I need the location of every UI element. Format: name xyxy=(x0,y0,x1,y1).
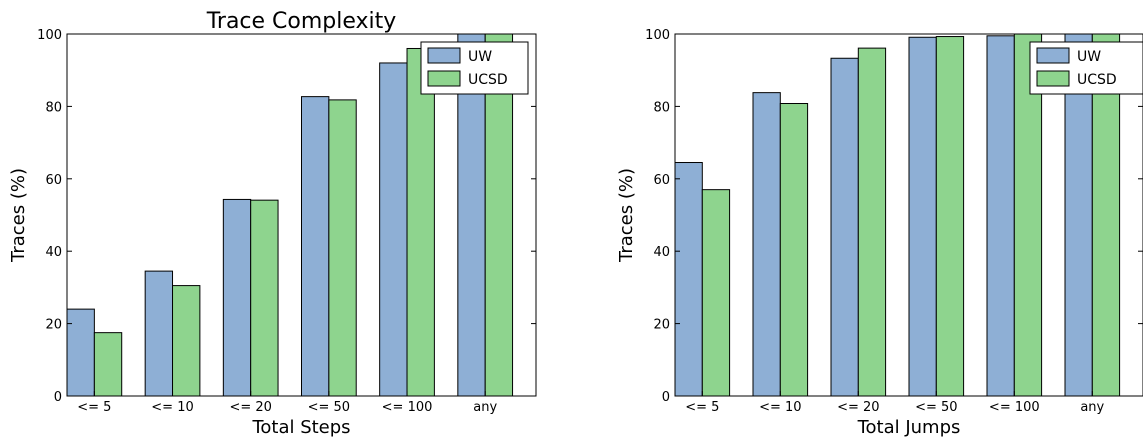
x-axis-label: Total Jumps xyxy=(857,417,961,438)
legend: UW UCSD xyxy=(420,41,529,95)
x-tick-label: <= 100 xyxy=(989,400,1040,415)
bar-uw-5 xyxy=(986,35,1015,396)
bar-uw-2 xyxy=(144,270,174,396)
bar-ucsd-3 xyxy=(857,47,887,396)
chart-panel-2: 0 20 40 60 80 100 <= 5 <= 10 <= 20 <= 50 <= 100 any… xyxy=(616,28,1143,438)
y-tick-label: 0 xyxy=(54,390,62,405)
bars-group xyxy=(675,34,1121,396)
bar-ucsd-4 xyxy=(328,99,357,396)
bar-ucsd-1 xyxy=(93,332,123,396)
x-tick-label: <= 5 xyxy=(685,400,719,415)
y-tick-label: 60 xyxy=(45,173,62,188)
x-tick-label: <= 20 xyxy=(229,400,271,415)
legend-label-ucsd: UCSD xyxy=(1077,72,1117,88)
bar-uw-1 xyxy=(675,162,703,396)
x-tick-label: <= 100 xyxy=(382,400,433,415)
bar-uw-2 xyxy=(752,92,781,396)
y-tick-label: 100 xyxy=(37,28,62,43)
y-tick-label: 60 xyxy=(653,173,670,188)
x-tick-label: <= 20 xyxy=(837,400,879,415)
y-axis-label: Traces (%) xyxy=(8,168,29,263)
bar-uw-4 xyxy=(301,96,330,396)
legend: UW UCSD xyxy=(1029,41,1143,95)
y-axis-label: Traces (%) xyxy=(616,168,637,263)
bar-ucsd-5 xyxy=(406,47,435,396)
legend-swatch-uw xyxy=(427,47,461,64)
bar-uw-1 xyxy=(67,308,95,396)
legend-label-uw: UW xyxy=(1077,49,1101,65)
x-tick-label: <= 10 xyxy=(151,400,193,415)
bar-uw-5 xyxy=(379,62,408,396)
legend-label-ucsd: UCSD xyxy=(468,72,508,88)
bar-ucsd-3 xyxy=(250,199,279,396)
y-tick-label: 40 xyxy=(653,245,670,260)
bar-ucsd-2 xyxy=(172,285,201,396)
bar-ucsd-2 xyxy=(779,103,809,396)
x-tick-label: <= 10 xyxy=(759,400,801,415)
legend-swatch-uw xyxy=(1036,47,1070,64)
chart-panel-1: 0 20 40 60 80 100 <= 5 <= 10 <= 20 <= 50 <= 100 any… xyxy=(8,9,537,438)
bar-ucsd-4 xyxy=(935,36,965,396)
bar-uw-3 xyxy=(830,57,859,396)
y-tick-label: 0 xyxy=(662,390,670,405)
plot-frame xyxy=(674,33,1143,397)
x-tick-label: any xyxy=(473,400,497,415)
chart-title: Trace Complexity xyxy=(206,9,397,34)
bar-uw-4 xyxy=(908,36,937,396)
x-axis-label: Total Steps xyxy=(251,417,350,438)
bar-uw-3 xyxy=(222,198,252,396)
y-tick-label: 40 xyxy=(45,245,62,260)
x-tick-label: <= 50 xyxy=(915,400,957,415)
y-tick-label: 80 xyxy=(653,100,670,115)
y-tick-label: 100 xyxy=(645,28,670,43)
legend-label-uw: UW xyxy=(468,49,492,65)
x-tick-label: any xyxy=(1080,400,1104,415)
legend-swatch-ucsd xyxy=(1036,70,1070,87)
x-tick-label: <= 5 xyxy=(77,400,111,415)
legend-swatch-ucsd xyxy=(427,70,461,87)
plot-frame xyxy=(66,33,537,397)
y-tick-label: 20 xyxy=(653,318,670,333)
bar-ucsd-1 xyxy=(701,189,731,396)
y-tick-label: 80 xyxy=(45,100,62,115)
y-tick-label: 20 xyxy=(45,318,62,333)
x-tick-label: <= 50 xyxy=(308,400,350,415)
